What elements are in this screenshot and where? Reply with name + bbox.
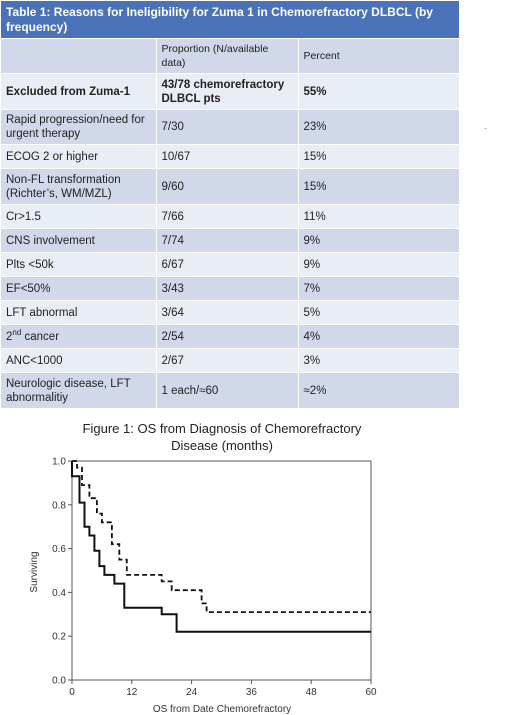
ineligibility-table-container: Table 1: Reasons for Ineligibility for Z…: [1, 1, 460, 409]
row-reason: LFT abnormal: [1, 300, 157, 325]
table-row: Neurologic disease, LFT abnormalitiy 1 e…: [1, 372, 460, 409]
y-tick-label: 0.4: [52, 588, 66, 599]
x-tick-label: 12: [126, 687, 138, 698]
row-reason: Rapid progression/need for urgent therap…: [1, 109, 157, 145]
row-proportion: 9/60: [156, 168, 299, 205]
row-proportion: 1 each/≈60: [156, 372, 299, 409]
row-reason: EF<50%: [1, 276, 157, 301]
row-proportion: 7/66: [156, 204, 299, 229]
row-reason: Plts <50k: [1, 252, 157, 277]
row-reason: ECOG 2 or higher: [1, 144, 157, 169]
row-reason: Non-FL transformation (Richter’s, WM/MZL…: [1, 168, 157, 205]
table-header-row: Proportion (N/available data) Percent: [1, 38, 460, 74]
plot-area: 0 12 24 36 48 60 0.0 0.2 0.4 0.6 0.8 1.0: [52, 457, 377, 699]
row-percent: 15%: [298, 168, 460, 205]
row-percent: 11%: [298, 204, 460, 229]
header-proportion: Proportion (N/available data): [156, 38, 299, 74]
row-percent: 55%: [298, 73, 460, 110]
table-row: Cr>1.5 7/66 11%: [1, 204, 460, 229]
row-proportion: 2/54: [156, 324, 299, 349]
row-percent: 3%: [298, 348, 460, 373]
y-tick-label: 0.6: [52, 544, 66, 555]
row-percent: 4%: [298, 324, 460, 349]
table-row: Plts <50k 6/67 9%: [1, 252, 460, 277]
y-tick-label: 0.0: [52, 676, 66, 687]
table-row: Excluded from Zuma-1 43/78 chemorefracto…: [1, 73, 460, 110]
stray-mark: .: [484, 121, 487, 131]
row-reason-text: cancer: [21, 330, 60, 343]
table-title: Table 1: Reasons for Ineligibility for Z…: [1, 1, 460, 39]
table-row: Rapid progression/need for urgent therap…: [1, 109, 460, 145]
table-row: CNS involvement 7/74 9%: [1, 228, 460, 253]
row-proportion: 6/67: [156, 252, 299, 277]
row-reason: ANC<1000: [1, 348, 157, 373]
x-tick-label: 36: [246, 687, 258, 698]
row-percent: 9%: [298, 252, 460, 277]
x-tick-label: 0: [69, 687, 75, 698]
row-percent: ≈2%: [298, 372, 460, 409]
x-axis-label: OS from Date Chemorefractory: [153, 704, 291, 715]
row-proportion: 2/67: [156, 348, 299, 373]
plot-frame: [71, 460, 372, 681]
row-proportion: 10/67: [156, 144, 299, 169]
x-tick-label: 60: [365, 687, 377, 698]
row-proportion: 43/78 chemorefractory DLBCL pts: [156, 73, 299, 110]
row-percent: 9%: [298, 228, 460, 253]
survival-curve-dashed: [72, 460, 371, 613]
row-reason: Excluded from Zuma-1: [1, 73, 157, 110]
row-proportion: 3/64: [156, 300, 299, 325]
row-reason: Cr>1.5: [1, 204, 157, 229]
row-reason: Neurologic disease, LFT abnormalitiy: [1, 372, 157, 409]
x-tick-label: 24: [186, 687, 198, 698]
y-axis-label: Surviving: [29, 551, 40, 592]
survival-curve-solid: [71, 461, 371, 633]
table-row: EF<50% 3/43 7%: [1, 276, 460, 301]
y-tick-label: 0.2: [52, 632, 66, 643]
survival-chart: Figure 1: OS from Diagnosis of Chemorefr…: [29, 421, 377, 715]
table-row: ECOG 2 or higher 10/67 15%: [1, 144, 460, 169]
table-row: 2nd cancer 2/54 4%: [1, 324, 460, 349]
row-reason: CNS involvement: [1, 228, 157, 253]
y-tick-label: 1.0: [52, 457, 66, 468]
row-percent: 5%: [298, 300, 460, 325]
y-tick-label: 0.8: [52, 500, 66, 511]
x-tick-label: 48: [306, 687, 318, 698]
table-row: ANC<1000 2/67 3%: [1, 348, 460, 373]
row-percent: 23%: [298, 109, 460, 145]
header-percent: Percent: [298, 38, 460, 74]
row-percent: 15%: [298, 144, 460, 169]
chart-title-line-1: Figure 1: OS from Diagnosis of Chemorefr…: [83, 421, 362, 436]
row-reason: 2nd cancer: [1, 324, 157, 349]
table-title-row: Table 1: Reasons for Ineligibility for Z…: [1, 1, 460, 39]
row-reason-number: 2: [6, 330, 13, 343]
row-proportion: 7/74: [156, 228, 299, 253]
chart-title-line-2: Disease (months): [171, 438, 273, 453]
ineligibility-table: Table 1: Reasons for Ineligibility for Z…: [1, 1, 460, 409]
row-proportion: 3/43: [156, 276, 299, 301]
table-row: LFT abnormal 3/64 5%: [1, 300, 460, 325]
table-row: Non-FL transformation (Richter’s, WM/MZL…: [1, 168, 460, 205]
row-reason-ordinal: nd: [12, 327, 22, 337]
header-reason: [1, 38, 157, 74]
row-percent: 7%: [298, 276, 460, 301]
row-proportion: 7/30: [156, 109, 299, 145]
